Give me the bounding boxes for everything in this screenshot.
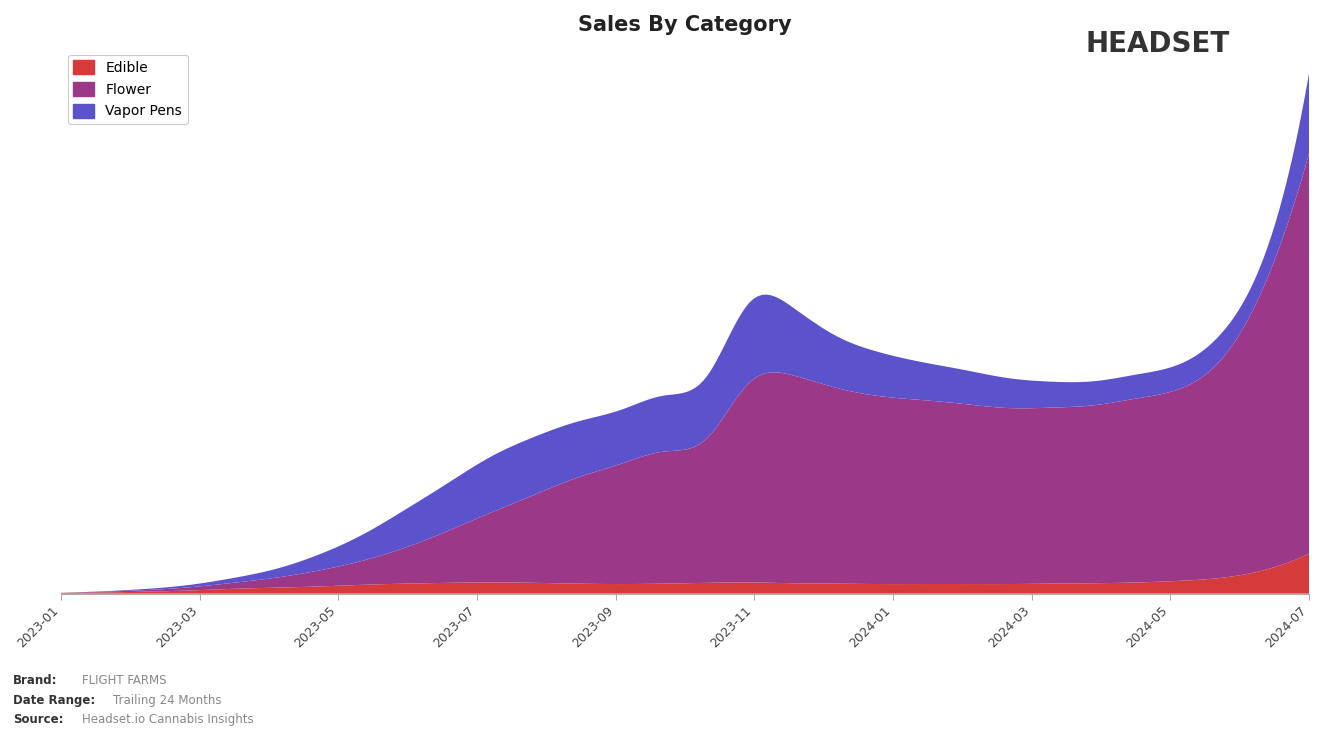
Text: Trailing 24 Months: Trailing 24 Months [113,693,221,706]
Text: Date Range:: Date Range: [13,693,95,706]
Legend: Edible, Flower, Vapor Pens: Edible, Flower, Vapor Pens [68,55,188,124]
Text: Brand:: Brand: [13,673,58,687]
Title: Sales By Category: Sales By Category [579,15,792,35]
Text: Source:: Source: [13,712,64,726]
Text: HEADSET: HEADSET [1086,30,1230,58]
Text: Headset.io Cannabis Insights: Headset.io Cannabis Insights [82,712,254,726]
Text: FLIGHT FARMS: FLIGHT FARMS [82,673,167,687]
